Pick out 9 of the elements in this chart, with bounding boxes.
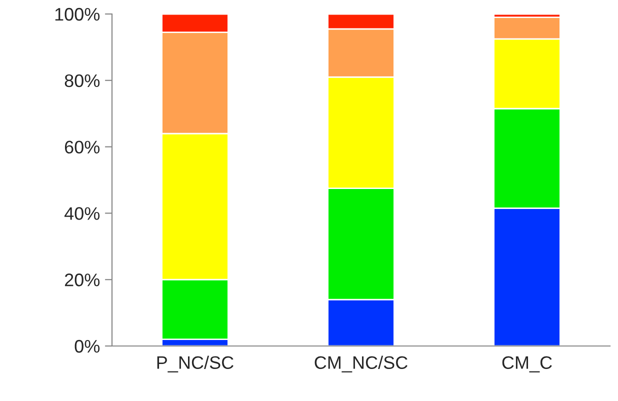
x-tick-label: CM_NC/SC [314,356,408,372]
y-tick-label: 100% [55,8,100,21]
y-tick-label: 0% [74,340,100,353]
y-tick-label: 80% [64,74,100,88]
x-tick-label: P_NC/SC [157,356,234,372]
x-tick-label: CM_C [502,356,552,372]
y-tick-label: 20% [64,274,100,286]
y-tick-label: 60% [64,140,100,154]
y-tick-label: 40% [64,207,100,220]
